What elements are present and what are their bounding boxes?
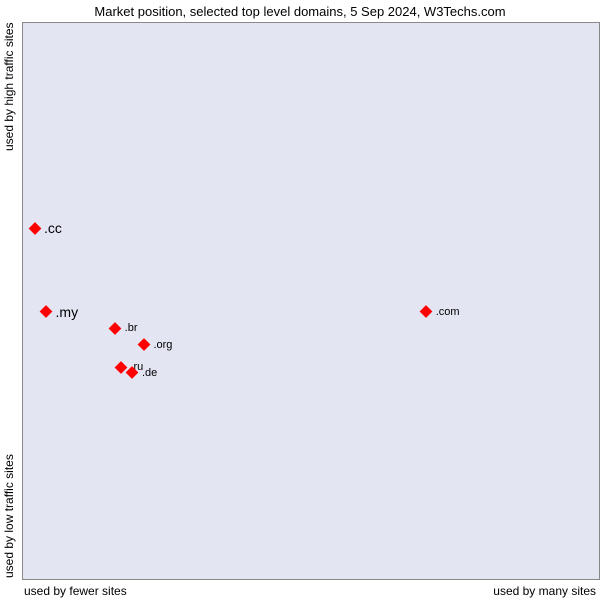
diamond-marker-icon: [126, 366, 139, 379]
data-point: .br: [111, 320, 138, 338]
data-point: .my: [42, 303, 79, 321]
data-point: .com: [422, 303, 460, 321]
diamond-marker-icon: [40, 305, 53, 318]
data-point-label: .de: [142, 367, 157, 379]
data-point-label: .br: [125, 322, 138, 334]
diamond-marker-icon: [138, 339, 151, 352]
data-point: .de: [128, 364, 157, 382]
y-axis-label-bottom: used by low traffic sites: [2, 300, 16, 578]
data-point-label: .cc: [44, 220, 62, 236]
diamond-marker-icon: [28, 222, 41, 235]
data-point-label: .org: [153, 339, 172, 351]
diamond-marker-icon: [420, 305, 433, 318]
market-position-chart: Market position, selected top level doma…: [0, 0, 600, 600]
x-axis-label-right: used by many sites: [493, 584, 596, 598]
data-point-label: .my: [56, 304, 79, 320]
y-axis-label-top: used by high traffic sites: [2, 22, 16, 300]
diamond-marker-icon: [109, 322, 122, 335]
data-point-label: .com: [436, 306, 460, 318]
x-axis-label-left: used by fewer sites: [24, 584, 127, 598]
data-point: .ru: [116, 359, 143, 377]
chart-title: Market position, selected top level doma…: [0, 4, 600, 19]
data-point: .cc: [30, 220, 62, 238]
data-point-label: .ru: [130, 361, 143, 373]
diamond-marker-icon: [115, 361, 128, 374]
data-point: .org: [139, 336, 172, 354]
plot-area: .cc .my .br .org .ru.de .com: [22, 22, 600, 580]
